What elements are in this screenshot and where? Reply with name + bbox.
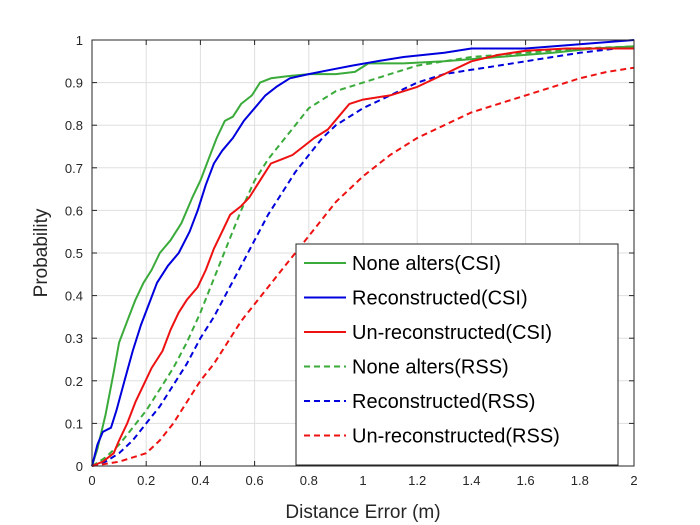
legend-label: Un-reconstructed(RSS) [352,426,560,448]
series-line-none-alters-rss [91,45,635,467]
x-axis-label: Distance Error (m) [285,502,440,523]
x-tick-label: 2 [630,473,637,488]
series-line-reconstructed-rss [91,45,635,467]
legend-box [295,243,619,466]
y-tick-label: 0.8 [65,118,83,133]
y-tick-label: 0.6 [65,203,83,218]
x-tick-label: 0.2 [137,473,155,488]
legend-label: Un-reconstructed(CSI) [352,322,552,344]
x-tick-label: 1 [359,473,366,488]
y-tick-label: 1 [76,33,83,48]
y-tick-label: 0.3 [65,331,83,346]
y-tick-label: 0.5 [65,246,83,261]
legend: None alters(CSI) Reconstructed(CSI) Un-rec… [295,243,619,466]
x-tick-label: 1.4 [462,473,480,488]
legend-label: Reconstructed(RSS) [352,391,535,413]
series-line-none-alters-csi [91,45,635,467]
x-tick-label: 0.4 [191,473,209,488]
y-tick-label: 0.7 [65,161,83,176]
x-tick-label: 0.8 [300,473,318,488]
x-tick-label: 0 [88,473,95,488]
legend-label: Reconstructed(CSI) [352,288,528,310]
y-tick-label: 0.2 [65,374,83,389]
y-tick-label: 0.4 [65,289,83,304]
legend-label: None alters(RSS) [352,357,509,379]
series-line-reconstructed-csi [91,39,635,467]
tick-labels: 0 0.2 0.4 0.6 0.8 1 1.2 1.4 1.6 1.8 2 0 0.1 0.2 0.3 0.4… [65,33,638,488]
x-tick-label: 1.2 [408,473,426,488]
y-tick-label: 0.1 [65,416,83,431]
y-axis-label: Probability [31,208,52,297]
series-line-un-reconstructed-csi [91,47,634,467]
axes-box [91,39,635,467]
x-tick-label: 0.6 [246,473,264,488]
y-tick-label: 0.9 [65,76,83,91]
legend-label: None alters(CSI) [352,253,501,275]
series-lines [91,39,635,467]
x-tick-label: 1.8 [571,473,589,488]
y-tick-label: 0 [76,459,83,474]
x-tick-label: 1.6 [517,473,535,488]
